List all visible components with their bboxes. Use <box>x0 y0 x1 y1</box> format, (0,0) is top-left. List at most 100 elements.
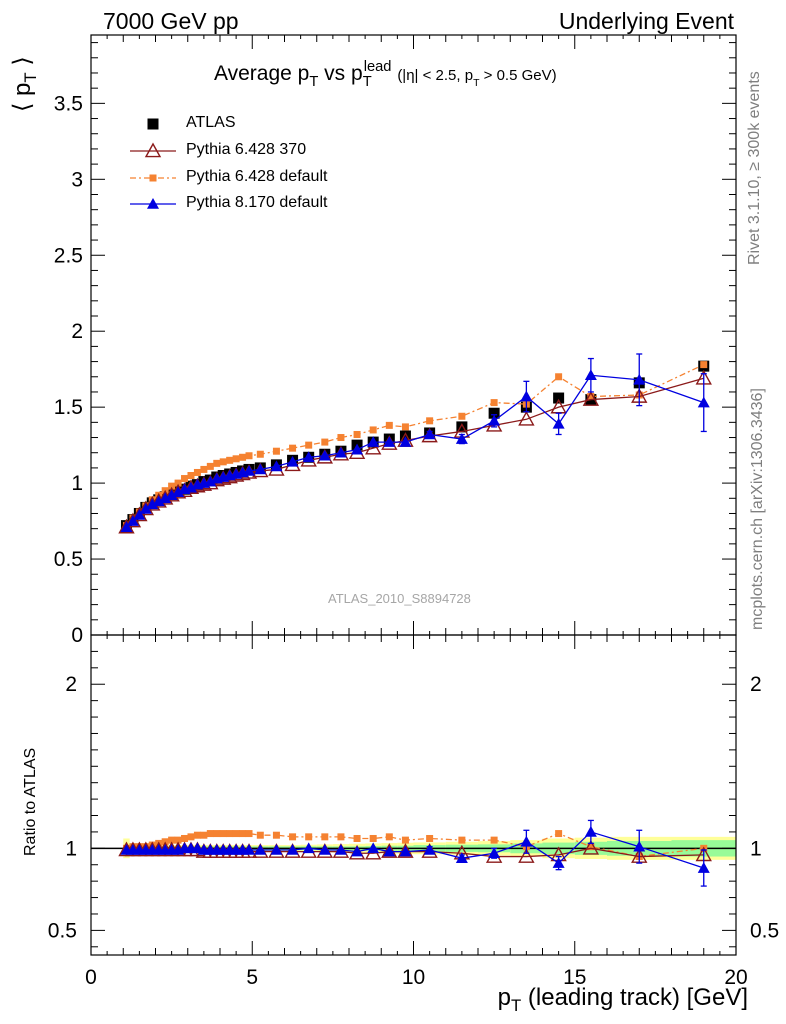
main-y-tick-label: 2 <box>71 320 83 343</box>
legend-entry-py8: Pythia 8.170 default <box>186 194 328 211</box>
main-y-tick-label: 1.5 <box>54 396 83 419</box>
main-point-pythia-8-170-default <box>455 433 468 444</box>
ratio-point-pythia-6-428-default <box>181 834 189 842</box>
rivet-version-label: Rivet 3.1.10, ≥ 300k events <box>746 71 763 265</box>
main-point-pythia-8-170-default <box>697 396 710 408</box>
main-point-pythia-8-170-default <box>133 509 146 520</box>
ratio-point-pythia-8-170-default <box>383 845 396 857</box>
ratio-panel-marks <box>118 819 712 887</box>
analysis-id-label: ATLAS_2010_S8894728 <box>328 591 471 606</box>
main-point-atlas <box>456 421 468 433</box>
main-point-pythia-6-428-default <box>219 458 227 466</box>
tick-labels: 0 5 10 15 20 0 0.5 1 1.5 2 2.5 3 3.5 0.5 0.5 1 1 2 2 <box>48 92 779 989</box>
main-point-pythia-8-170-default <box>584 369 597 381</box>
main-point-pythia-6-428-default <box>232 455 240 463</box>
ratio-point-pythia-6-428-default <box>206 830 214 838</box>
ratio-point-pythia-8-170-default <box>399 845 412 857</box>
ratio-point-pythia-6-428-default <box>174 836 182 844</box>
main-point-pythia-8-170-default <box>270 460 283 472</box>
ratio-point-pythia-6-428-default <box>193 831 201 839</box>
main-point-pythia-6-428-default <box>193 468 201 476</box>
ratio-point-pythia-6-428-default <box>219 830 227 838</box>
main-point-pythia-6-428-default <box>369 426 377 434</box>
ratio-point-pythia-8-170-default <box>318 843 331 855</box>
main-point-pythia-8-170-default <box>243 464 256 476</box>
ratio-point-pythia-6-428-370 <box>518 848 535 863</box>
main-point-pythia-8-170-default <box>302 451 315 463</box>
ratio-point-pythia-6-428-370 <box>582 839 600 855</box>
main-point-pythia-6-428-default <box>206 462 214 470</box>
main-point-pythia-6-428-default <box>239 453 247 461</box>
main-point-pythia-8-170-default <box>423 428 436 440</box>
legend-entry-py6-370: Pythia 6.428 370 <box>186 141 307 158</box>
x-tick-label: 20 <box>724 966 747 989</box>
main-point-pythia-8-170-default <box>351 443 364 455</box>
x-tick-label: 5 <box>246 966 258 989</box>
main-point-pythia-6-428-default <box>168 482 176 490</box>
ratio-point-pythia-6-428-default <box>256 831 264 839</box>
main-point-pythia-6-428-default <box>289 444 297 452</box>
main-y-tick-label: 0.5 <box>54 548 83 571</box>
main-point-pythia-6-428-default <box>200 465 208 473</box>
main-point-pythia-8-170-default <box>165 489 178 501</box>
legend-entry-py6-default: Pythia 6.428 default <box>186 168 328 185</box>
ratio-y-axis-label: Ratio to ATLAS <box>22 747 39 856</box>
main-point-pythia-6-428-default <box>245 452 253 460</box>
main-line-pythia-6-428-370 <box>126 377 704 528</box>
main-point-pythia-6-428-default <box>174 479 182 487</box>
main-point-pythia-6-428-default <box>490 399 498 407</box>
ratio-point-pythia-6-428-default <box>385 833 393 841</box>
main-y-tick-label: 2.5 <box>54 244 83 267</box>
main-point-pythia-6-428-default <box>226 456 234 464</box>
ratio-point-pythia-8-170-default <box>584 825 597 837</box>
main-y-tick-label: 1 <box>71 472 83 495</box>
main-point-pythia-6-428-default <box>426 417 434 425</box>
ratio-point-pythia-6-428-default <box>213 830 221 838</box>
main-point-atlas <box>399 430 411 442</box>
ratio-point-pythia-8-170-default <box>367 842 380 854</box>
ratio-point-pythia-8-170-default <box>243 843 256 855</box>
ratio-point-pythia-8-170-default <box>633 840 646 852</box>
ratio-frame <box>90 634 737 956</box>
ratio-y-tick-label-left: 2 <box>65 673 77 696</box>
ratio-y-tick-label-right: 1 <box>750 837 762 860</box>
x-axis-label: pT (leading track) [GeV] <box>497 984 748 1015</box>
ratio-point-pythia-6-428-default <box>239 830 247 838</box>
ratio-point-pythia-8-170-default <box>423 843 436 855</box>
main-y-axis-label: ⟨ pT ⟩ <box>9 56 40 112</box>
main-point-pythia-6-428-default <box>385 421 393 429</box>
main-point-pythia-8-170-default <box>120 521 133 532</box>
ratio-point-pythia-8-170-default <box>254 843 267 855</box>
legend-markers <box>130 118 176 209</box>
main-point-pythia-6-428-370 <box>582 391 600 406</box>
ratio-point-pythia-6-428-default <box>369 834 377 842</box>
legend-marker-atlas <box>147 118 159 130</box>
main-point-pythia-8-170-default <box>172 486 185 498</box>
main-point-pythia-8-170-default <box>204 475 217 487</box>
main-point-pythia-8-170-default <box>334 446 347 458</box>
main-point-pythia-8-170-default <box>184 481 197 493</box>
main-point-pythia-8-170-default <box>152 495 165 507</box>
ratio-point-pythia-6-428-default <box>353 834 361 842</box>
main-point-pythia-8-170-default <box>139 502 152 514</box>
ratio-point-pythia-6-428-default <box>200 831 208 839</box>
main-point-pythia-6-428-default <box>337 434 345 442</box>
main-point-pythia-8-170-default <box>146 498 159 510</box>
ratio-y-tick-label-left: 1 <box>65 837 77 860</box>
main-point-pythia-6-428-default <box>353 430 361 438</box>
ratio-point-pythia-6-428-default <box>337 833 345 841</box>
main-panel-marks <box>118 353 712 534</box>
x-tick-label: 15 <box>563 966 586 989</box>
main-point-pythia-6-428-default <box>187 472 195 480</box>
ratio-point-pythia-8-170-default <box>334 843 347 855</box>
main-point-pythia-8-170-default <box>126 515 139 526</box>
ratio-point-pythia-6-428-default <box>272 831 280 839</box>
ratio-point-pythia-8-170-default <box>286 843 299 855</box>
main-y-tick-label: 3.5 <box>54 92 83 115</box>
ratio-point-pythia-6-428-default <box>168 836 176 844</box>
chart-title: Average pT vs pTlead (|η| < 2.5, pT > 0.… <box>214 59 557 90</box>
main-point-pythia-6-428-default <box>181 475 189 483</box>
main-point-pythia-6-428-default <box>587 393 595 401</box>
main-point-pythia-8-170-default <box>383 436 396 447</box>
